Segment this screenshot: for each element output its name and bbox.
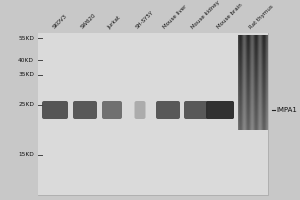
Text: 15KD: 15KD <box>18 152 34 158</box>
FancyBboxPatch shape <box>206 101 234 119</box>
Text: Jurkat: Jurkat <box>106 15 122 30</box>
Text: SH-SY5Y: SH-SY5Y <box>134 10 154 30</box>
Text: SKOV3: SKOV3 <box>52 14 68 30</box>
FancyBboxPatch shape <box>102 101 122 119</box>
FancyBboxPatch shape <box>42 101 68 119</box>
Text: SW620: SW620 <box>80 13 97 30</box>
Text: 35KD: 35KD <box>18 72 34 77</box>
Text: Rat thymus: Rat thymus <box>248 4 274 30</box>
Text: 25KD: 25KD <box>18 102 34 108</box>
FancyBboxPatch shape <box>73 101 97 119</box>
Text: Mouse liver: Mouse liver <box>163 4 188 30</box>
Bar <box>38 33 268 195</box>
Text: Mouse kidney: Mouse kidney <box>190 0 221 30</box>
Text: 55KD: 55KD <box>18 36 34 40</box>
FancyBboxPatch shape <box>184 101 208 119</box>
Text: IMPA1: IMPA1 <box>276 107 297 113</box>
Text: 40KD: 40KD <box>18 58 34 62</box>
FancyBboxPatch shape <box>156 101 180 119</box>
Text: Mouse brain: Mouse brain <box>217 3 244 30</box>
FancyBboxPatch shape <box>206 101 234 119</box>
FancyBboxPatch shape <box>134 101 146 119</box>
